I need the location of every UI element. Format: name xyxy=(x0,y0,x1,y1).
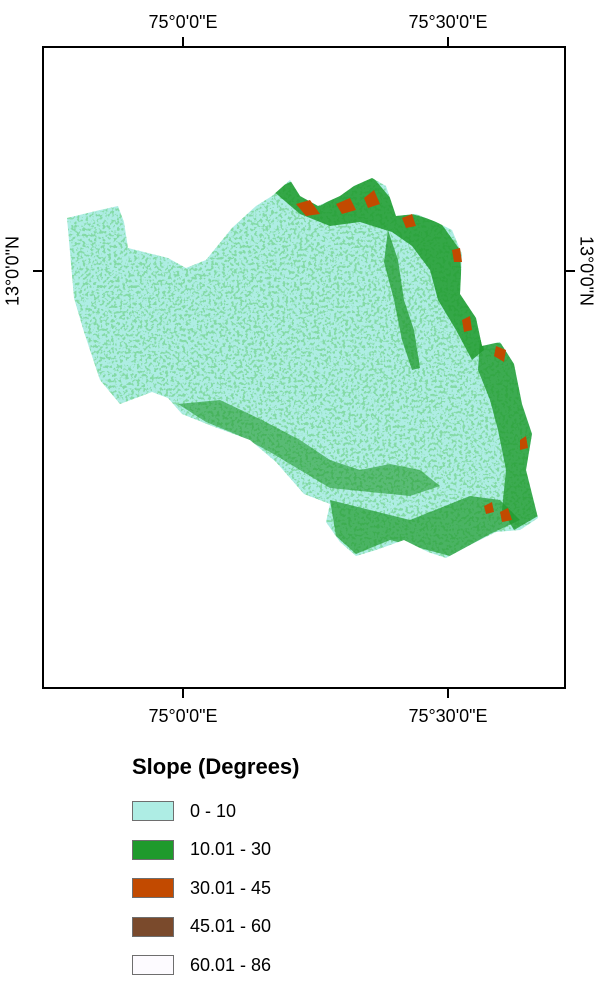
legend-item: 10.01 - 30 xyxy=(132,831,432,870)
legend-swatch-45-60 xyxy=(132,916,174,937)
legend-swatch-30-45 xyxy=(132,878,174,899)
legend-label: 10.01 - 30 xyxy=(190,839,272,860)
steep-ridge-zones xyxy=(178,178,538,556)
legend-label: 60.01 - 86 xyxy=(190,954,272,975)
bottom-longitude-label-75-30: 75°30'0"E xyxy=(408,706,488,726)
legend-swatch-60-86 xyxy=(132,955,174,976)
high-slope-patches xyxy=(296,190,528,522)
top-longitude-label-75-0: 75°0'0"E xyxy=(148,12,218,32)
legend-title: Slope (Degrees) xyxy=(132,754,300,779)
bottom-longitude-label-75-0: 75°0'0"E xyxy=(148,706,218,726)
graticule-ticks xyxy=(33,37,575,698)
legend-item: 30.01 - 45 xyxy=(132,869,432,908)
slope-map xyxy=(33,37,575,698)
legend-swatch-0-10 xyxy=(132,801,174,822)
legend-item: 60.01 - 86 xyxy=(132,946,432,985)
legend-swatch-10-30 xyxy=(132,839,174,860)
top-longitude-label-75-30: 75°30'0"E xyxy=(408,12,488,32)
legend-label: 30.01 - 45 xyxy=(190,877,272,898)
legend-item: 0 - 10 xyxy=(132,792,432,831)
legend-label: 45.01 - 60 xyxy=(190,916,272,937)
legend-label: 0 - 10 xyxy=(190,800,237,821)
legend-item: 45.01 - 60 xyxy=(132,908,432,947)
legend: Slope (Degrees) 0 - 10 10.01 - 30 30.01 … xyxy=(132,754,432,985)
